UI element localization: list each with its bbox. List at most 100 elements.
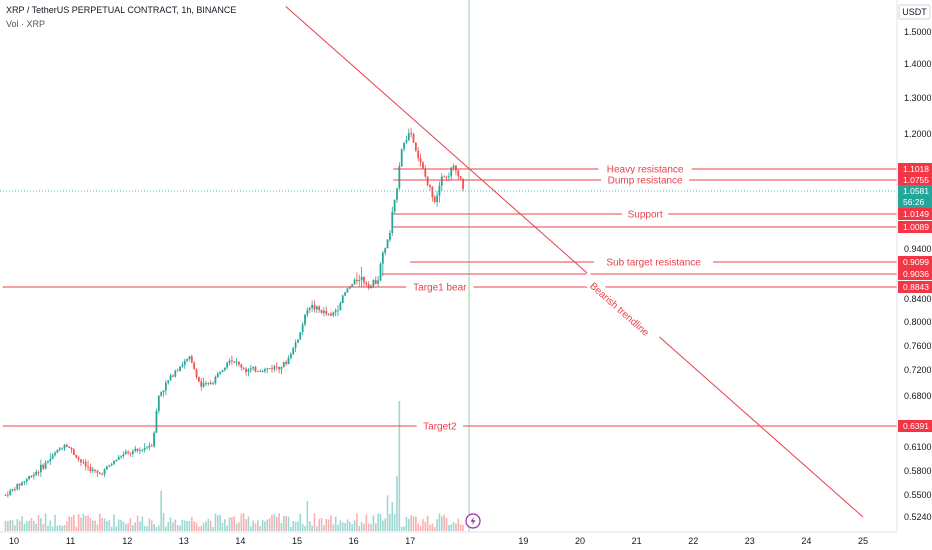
time-tick-label: 20	[575, 536, 585, 546]
volume-bar	[377, 513, 379, 531]
candle-body	[233, 361, 236, 363]
price-tick-label: 0.8400	[904, 294, 932, 304]
price-tick-label: 0.5800	[904, 466, 932, 476]
volume-bar	[195, 522, 198, 531]
candle-body	[433, 197, 436, 202]
volume-bar	[363, 523, 365, 531]
volume-bar	[436, 519, 438, 531]
volume-bar	[384, 518, 387, 531]
volume-bar	[360, 522, 363, 531]
candle-body	[306, 309, 309, 315]
time-tick-label: 25	[858, 536, 868, 546]
volume-bar	[18, 520, 21, 531]
volume-bar	[323, 525, 325, 531]
volume-bar	[153, 523, 155, 531]
candle-body	[80, 459, 82, 463]
candle-body	[396, 188, 398, 200]
candle-body	[188, 356, 191, 360]
candle-body	[54, 452, 56, 456]
trendline-label-bg	[580, 271, 661, 345]
level-label-bg	[406, 281, 474, 292]
volume-bar	[221, 522, 224, 531]
candle-body	[68, 446, 71, 449]
volume-bar	[353, 520, 356, 531]
candle-body	[226, 362, 229, 368]
volume-bar	[398, 401, 401, 531]
price-tick-label: 0.5240	[904, 512, 932, 522]
candle-body	[384, 248, 387, 253]
candle-body	[304, 314, 306, 325]
candle-body	[129, 452, 132, 454]
candle-body	[337, 310, 339, 312]
candle-body	[219, 371, 222, 374]
volume-bar	[438, 513, 441, 531]
candle-body	[334, 310, 337, 313]
volume-bar	[268, 518, 271, 531]
candle-body	[169, 375, 172, 381]
volume-bar	[181, 519, 184, 531]
volume-bar	[14, 525, 16, 531]
candle-body	[115, 459, 118, 462]
candle-body	[289, 354, 292, 358]
time-tick-label: 22	[688, 536, 698, 546]
volume-bar	[285, 515, 287, 531]
lightning-icon[interactable]	[465, 513, 481, 529]
volume-bar	[129, 518, 132, 531]
volume-bar	[167, 521, 170, 531]
price-tick-label: 0.9400	[904, 244, 932, 254]
volume-bar	[66, 521, 68, 531]
candle-body	[14, 489, 16, 490]
volume-bar	[233, 516, 236, 531]
volume-bar	[374, 523, 377, 531]
candle-body	[344, 292, 347, 296]
level-label-bg	[601, 174, 690, 185]
volume-bar	[403, 526, 405, 531]
candle-body	[110, 464, 113, 466]
candle-body	[377, 280, 380, 284]
candle-body	[259, 371, 262, 372]
volume-bar	[82, 513, 85, 531]
volume-bar	[313, 513, 316, 531]
candle-body	[294, 342, 297, 348]
candle-body	[44, 462, 47, 469]
volume-bar	[124, 524, 127, 531]
candle-body	[148, 445, 151, 448]
volume-bar	[365, 514, 368, 531]
candle-body	[150, 445, 153, 447]
candle-body	[223, 367, 226, 371]
volume-bar	[367, 523, 370, 531]
volume-bar	[257, 520, 259, 531]
volume-bar	[393, 514, 396, 531]
volume-bar	[382, 520, 384, 531]
candle-body	[73, 449, 75, 455]
candle-body	[200, 381, 203, 387]
candle-body	[414, 142, 417, 151]
volume-bar	[259, 526, 262, 531]
volume-bar	[330, 515, 332, 531]
candle-body	[327, 313, 330, 315]
candle-body	[209, 382, 212, 385]
volume-bar	[193, 521, 195, 531]
volume-bar	[21, 516, 23, 531]
volume-bar	[445, 517, 448, 531]
currency-button[interactable]	[898, 4, 931, 20]
candle-body	[391, 211, 394, 234]
volume-bar	[344, 523, 346, 531]
candle-body	[320, 309, 323, 313]
time-axis[interactable]: 10 11 12 13 14 15 16 17 19 20 21 22 23 24 25	[9, 536, 868, 546]
candle-body	[49, 458, 52, 462]
volume-bar	[318, 519, 320, 531]
candle-body	[155, 410, 158, 433]
candle-body	[351, 284, 354, 288]
trendline-label-group: Bearish trendline	[580, 271, 661, 345]
candle-body	[70, 448, 73, 450]
price-tag	[898, 281, 932, 293]
candle-body	[438, 185, 441, 196]
volume-bar	[325, 519, 328, 531]
candle-body	[280, 366, 283, 370]
volume-bar	[349, 521, 351, 531]
price-tag-label: 0.8843	[903, 282, 929, 292]
volume-bar	[134, 522, 137, 531]
volume-bar	[245, 519, 247, 531]
